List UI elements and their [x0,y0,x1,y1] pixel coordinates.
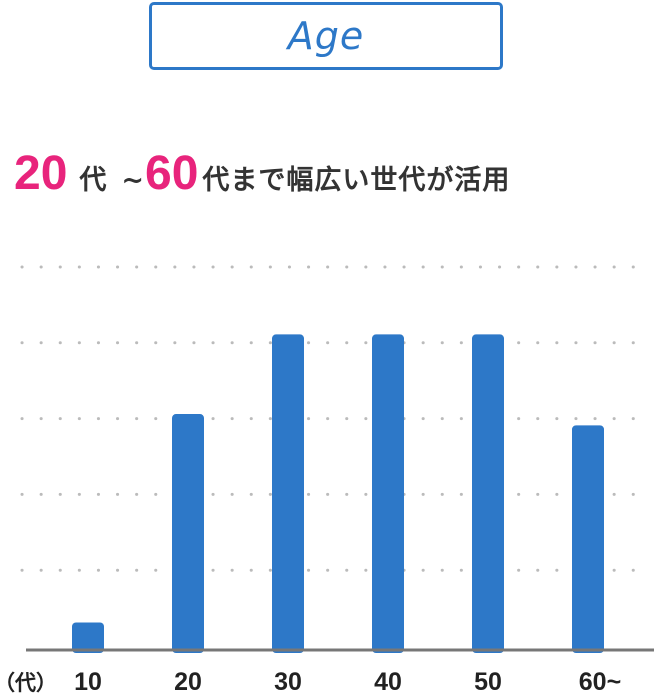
x-tick-label: 20 [174,668,202,695]
bar-20 [172,414,204,653]
bar-layer [72,334,604,653]
grid-layer [22,267,652,570]
x-axis-unit-label: （代） [0,671,57,695]
x-tick-label: 50 [474,668,502,695]
x-tick-label: 40 [374,668,402,695]
bar-30 [272,334,304,653]
x-tick-label: 10 [74,668,102,695]
x-tick-label: 60~ [579,668,621,695]
label-layer: 10 20 30 40 50 60~ [74,668,621,695]
bar-50 [472,334,504,653]
bar-40 [372,334,404,653]
bar-10 [72,622,104,653]
bar-60 [572,425,604,653]
x-tick-label: 30 [274,668,302,695]
